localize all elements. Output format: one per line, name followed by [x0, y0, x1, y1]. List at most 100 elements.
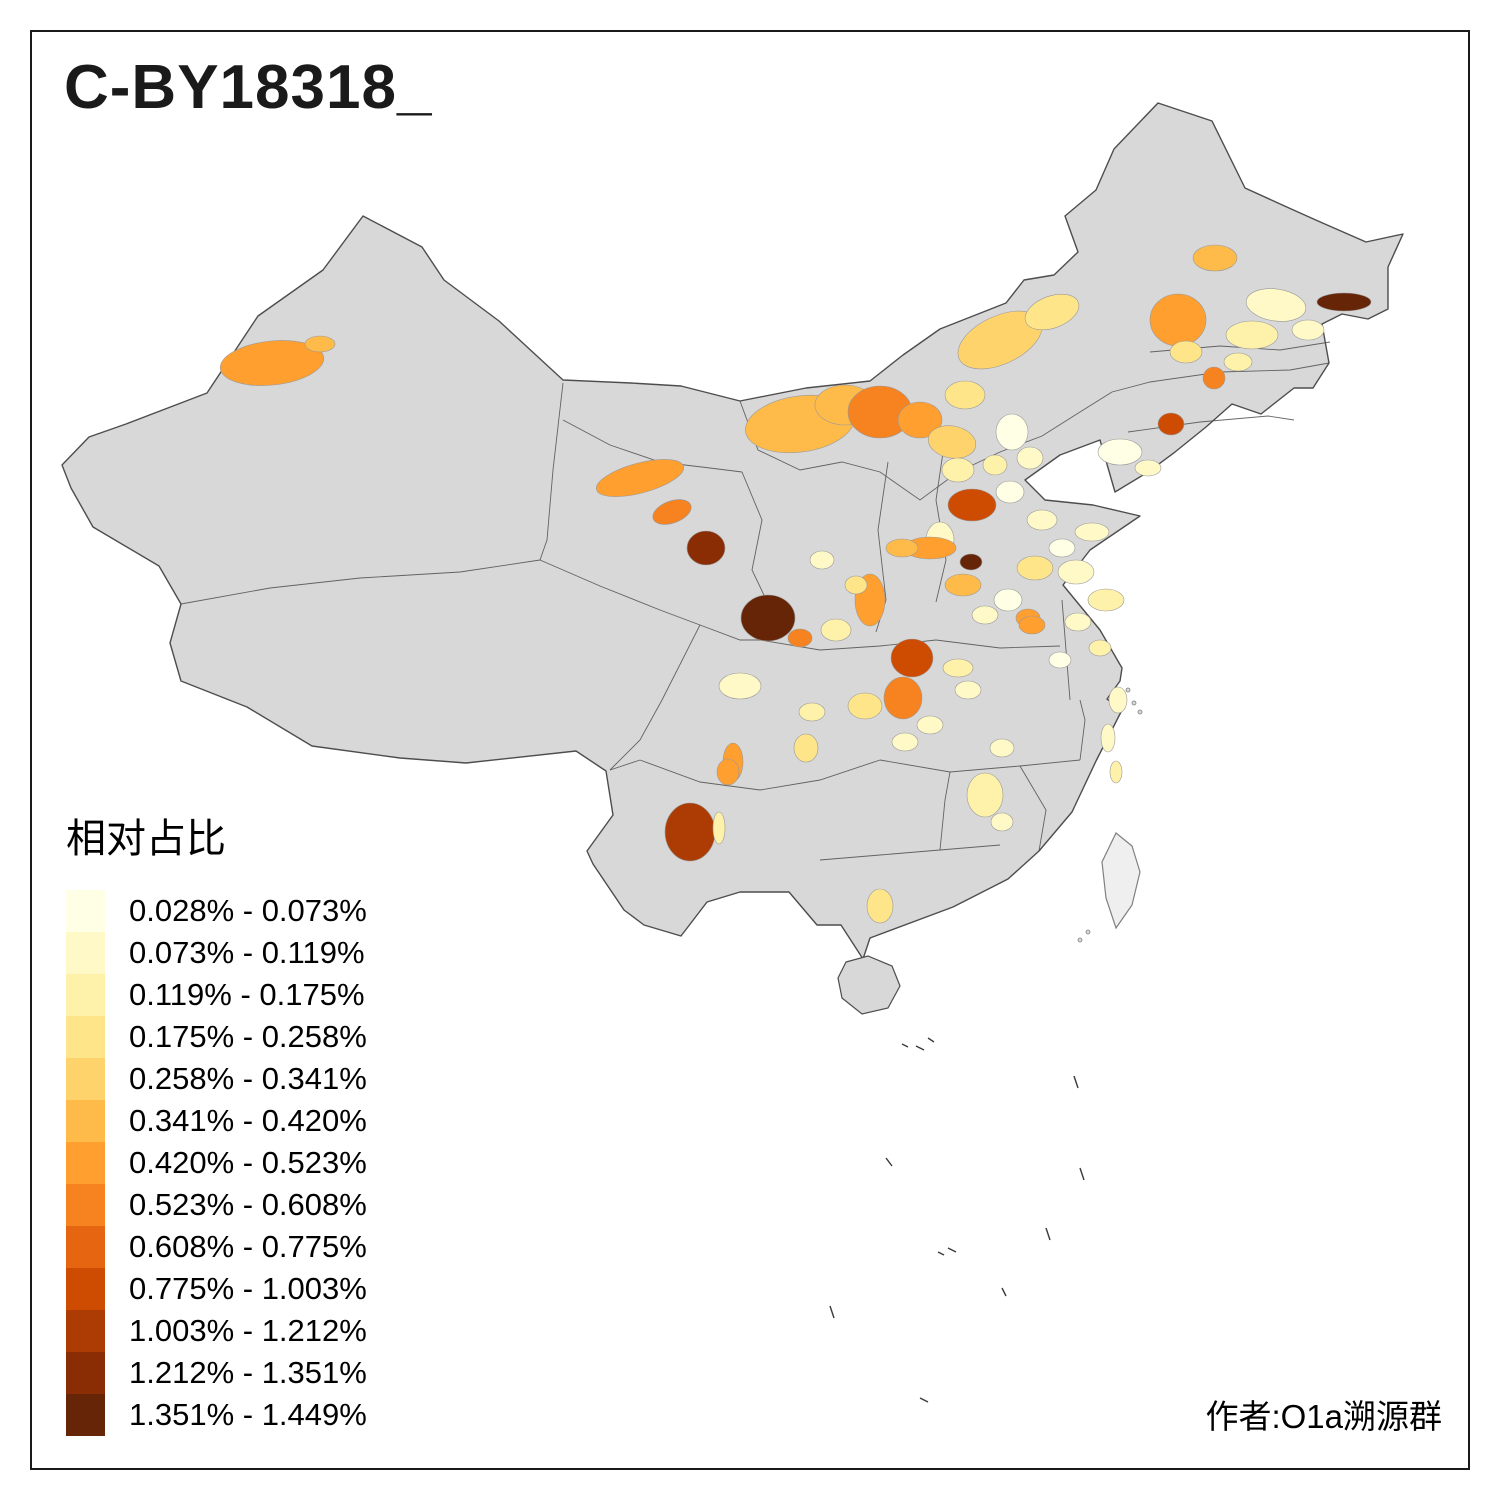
map-region [1157, 412, 1185, 436]
map-region [990, 812, 1014, 832]
legend-range-label: 0.523% - 0.608% [129, 1187, 367, 1222]
legend-color-swatch [66, 1268, 105, 1310]
map-region [1100, 723, 1116, 753]
legend-range-label: 0.420% - 0.523% [129, 1145, 367, 1180]
map-region [820, 618, 852, 642]
legend-range-label: 0.073% - 0.119% [129, 935, 365, 970]
map-region [1016, 555, 1054, 581]
author-credit: 作者:O1a溯源群 [1205, 1398, 1442, 1435]
province-border [180, 559, 541, 605]
map-region [1087, 588, 1125, 612]
legend-color-swatch [66, 1058, 105, 1100]
map-region [1064, 612, 1092, 632]
small-island [1131, 700, 1137, 706]
legend-color-swatch [66, 1226, 105, 1268]
map-region [1018, 615, 1046, 635]
hainan-island [837, 955, 901, 1015]
province-border [1079, 699, 1086, 761]
map-region [916, 715, 944, 735]
map-region [989, 738, 1015, 758]
map-region [793, 733, 819, 763]
taiwan-island [1101, 832, 1141, 930]
legend-range-label: 0.258% - 0.341% [129, 1061, 367, 1096]
map-region [1074, 522, 1110, 542]
sea-boundary-dash [885, 1157, 893, 1167]
province-border [939, 771, 951, 851]
map-region [1057, 559, 1095, 585]
map-region [219, 340, 325, 386]
map-region [1223, 352, 1253, 372]
map-region [995, 413, 1029, 451]
legend-range-label: 0.175% - 0.258% [129, 1019, 367, 1054]
map-region [718, 672, 762, 700]
legend-range-label: 0.028% - 0.073% [129, 893, 367, 928]
legend-item: 0.775% - 1.003% [66, 1268, 367, 1310]
legend-color-swatch [66, 932, 105, 974]
legend-item: 0.028% - 0.073% [66, 890, 367, 932]
legend-range-label: 1.212% - 1.351% [129, 1355, 367, 1390]
legend-item: 0.175% - 0.258% [66, 1016, 367, 1058]
map-region [1169, 340, 1203, 364]
map-region [1048, 651, 1072, 669]
map-region [885, 538, 919, 558]
sea-boundary-dash [901, 1043, 909, 1048]
legend-item: 0.073% - 0.119% [66, 932, 367, 974]
sea-boundary-dash [1079, 1167, 1085, 1181]
map-region [944, 380, 986, 410]
map-region [995, 480, 1025, 504]
map-region [1097, 438, 1143, 466]
map-region [891, 732, 919, 752]
legend-item: 0.523% - 0.608% [66, 1184, 367, 1226]
legend-color-swatch [66, 1352, 105, 1394]
legend-item: 0.341% - 0.420% [66, 1100, 367, 1142]
legend-range-label: 1.003% - 1.212% [129, 1313, 367, 1348]
legend-color-swatch [66, 1100, 105, 1142]
map-region [897, 401, 943, 439]
map-region [652, 499, 692, 525]
map-region [1108, 686, 1128, 714]
sea-boundary-dash [1073, 1075, 1079, 1089]
legend-color-swatch [66, 1310, 105, 1352]
chart-title: C-BY18318_ [64, 53, 433, 122]
map-region [798, 702, 826, 722]
map-region [966, 772, 1004, 818]
province-border [539, 382, 564, 561]
legend-items: 0.028% - 0.073% 0.073% - 0.119% 0.119% - 0… [66, 890, 367, 1436]
map-region [927, 425, 977, 459]
province-border [879, 759, 1081, 773]
map-region [941, 457, 975, 483]
legend-color-swatch [66, 974, 105, 1016]
map-region [1016, 446, 1044, 470]
map-region [847, 692, 883, 720]
province-border [1061, 599, 1071, 701]
legend-range-label: 0.341% - 0.420% [129, 1103, 367, 1138]
province-border [539, 559, 701, 626]
map-region [1225, 320, 1279, 350]
legend-color-swatch [66, 1184, 105, 1226]
province-border [739, 391, 1113, 501]
map-region [866, 888, 894, 924]
map-region [944, 573, 982, 597]
sea-boundary-dash [919, 1397, 929, 1403]
map-region [890, 638, 934, 678]
sea-boundary-dash [937, 1251, 945, 1256]
legend-item: 0.119% - 0.175% [66, 974, 367, 1016]
map-region [1024, 293, 1080, 331]
legend-range-label: 1.351% - 1.449% [129, 1397, 367, 1432]
map-region [954, 680, 982, 700]
province-border [639, 759, 881, 791]
sea-boundary-dash [947, 1247, 957, 1253]
province-border [935, 639, 1061, 649]
legend-range-label: 0.775% - 1.003% [129, 1271, 367, 1306]
sea-boundary-dash [915, 1045, 925, 1051]
legend: 相对占比 0.028% - 0.073% 0.073% - 0.119% 0.119… [66, 806, 367, 1436]
province-border [699, 624, 760, 641]
map-region [959, 553, 983, 571]
legend-item: 0.608% - 0.775% [66, 1226, 367, 1268]
map-region [712, 811, 726, 845]
map-region [1048, 538, 1076, 558]
legend-item: 1.212% - 1.351% [66, 1352, 367, 1394]
map-region [1245, 288, 1307, 322]
map-region [664, 802, 716, 862]
